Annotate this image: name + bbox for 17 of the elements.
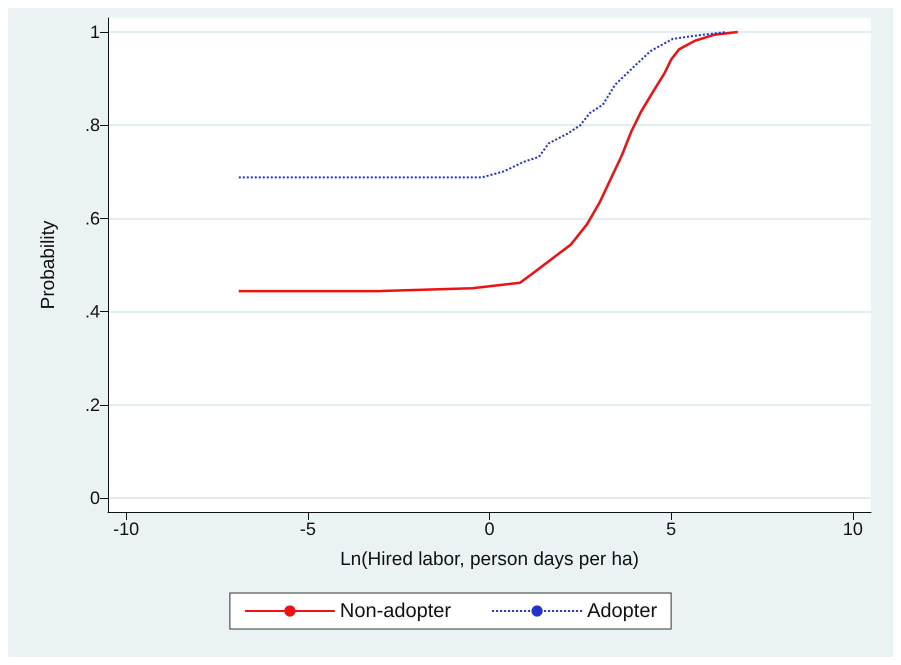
line-series [238, 30, 739, 292]
y-tick-label: 1 [90, 22, 100, 42]
y-tick-label: .6 [84, 208, 100, 228]
x-tick-label: 10 [842, 519, 863, 539]
x-axis-title: Ln(Hired labor, person days per ha) [340, 549, 639, 570]
y-tick-label: 0 [90, 488, 100, 508]
x-tick-label: -5 [300, 519, 316, 539]
y-axis-title: Probability [38, 220, 59, 310]
line-series [238, 30, 728, 178]
y-tick-label: .4 [84, 302, 100, 322]
x-tick-label: -10 [113, 519, 140, 539]
y-tick-label: .2 [84, 394, 100, 415]
legend-label: Non-adopter [340, 600, 452, 622]
x-tick-label: 5 [666, 519, 676, 539]
y-tick-label: .8 [84, 115, 100, 136]
legend-label: Adopter [587, 600, 658, 622]
x-tick-label: 0 [484, 519, 495, 539]
